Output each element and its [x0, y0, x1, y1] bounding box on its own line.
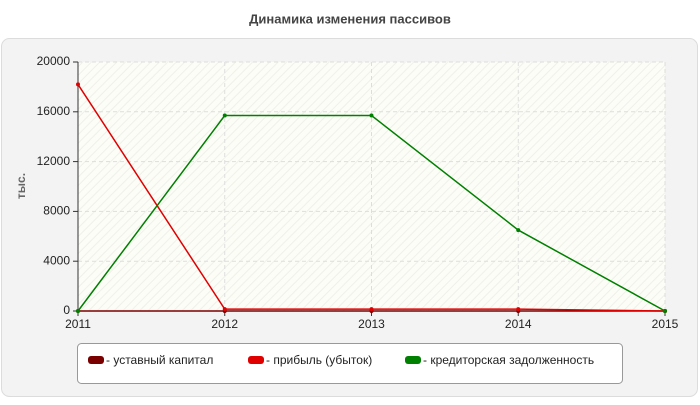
plot-area: [78, 62, 665, 311]
point: [76, 309, 80, 313]
point: [663, 309, 667, 313]
y-tick-label: 0: [63, 303, 70, 317]
legend-label: - кредиторская задолженность: [423, 353, 594, 367]
x-tick-label: 2013: [358, 317, 385, 331]
point: [369, 307, 374, 312]
x-tick-label: 2015: [652, 317, 679, 331]
point: [516, 307, 521, 312]
point: [516, 228, 521, 233]
y-tick-label: 20000: [37, 54, 71, 68]
point: [76, 82, 80, 87]
legend-swatch: [405, 356, 421, 364]
point: [369, 113, 374, 118]
x-tick-label: 2011: [65, 317, 91, 331]
point: [222, 307, 227, 312]
y-tick-label: 8000: [43, 204, 70, 218]
legend-swatch: [88, 356, 104, 364]
y-tick-label: 16000: [37, 104, 71, 118]
y-tick-label: 4000: [43, 253, 70, 267]
point: [222, 113, 227, 118]
x-tick-label: 2012: [211, 317, 238, 331]
legend-label: - прибыль (убыток): [266, 353, 372, 367]
x-tick-label: 2014: [505, 317, 532, 331]
legend: [77, 343, 623, 384]
legend-label: - уставный капитал: [106, 353, 213, 367]
y-axis-label: тыс.: [14, 173, 28, 199]
y-tick-label: 12000: [37, 154, 71, 168]
legend-swatch: [248, 356, 264, 364]
chart-title: Динамика изменения пассивов: [249, 11, 451, 26]
